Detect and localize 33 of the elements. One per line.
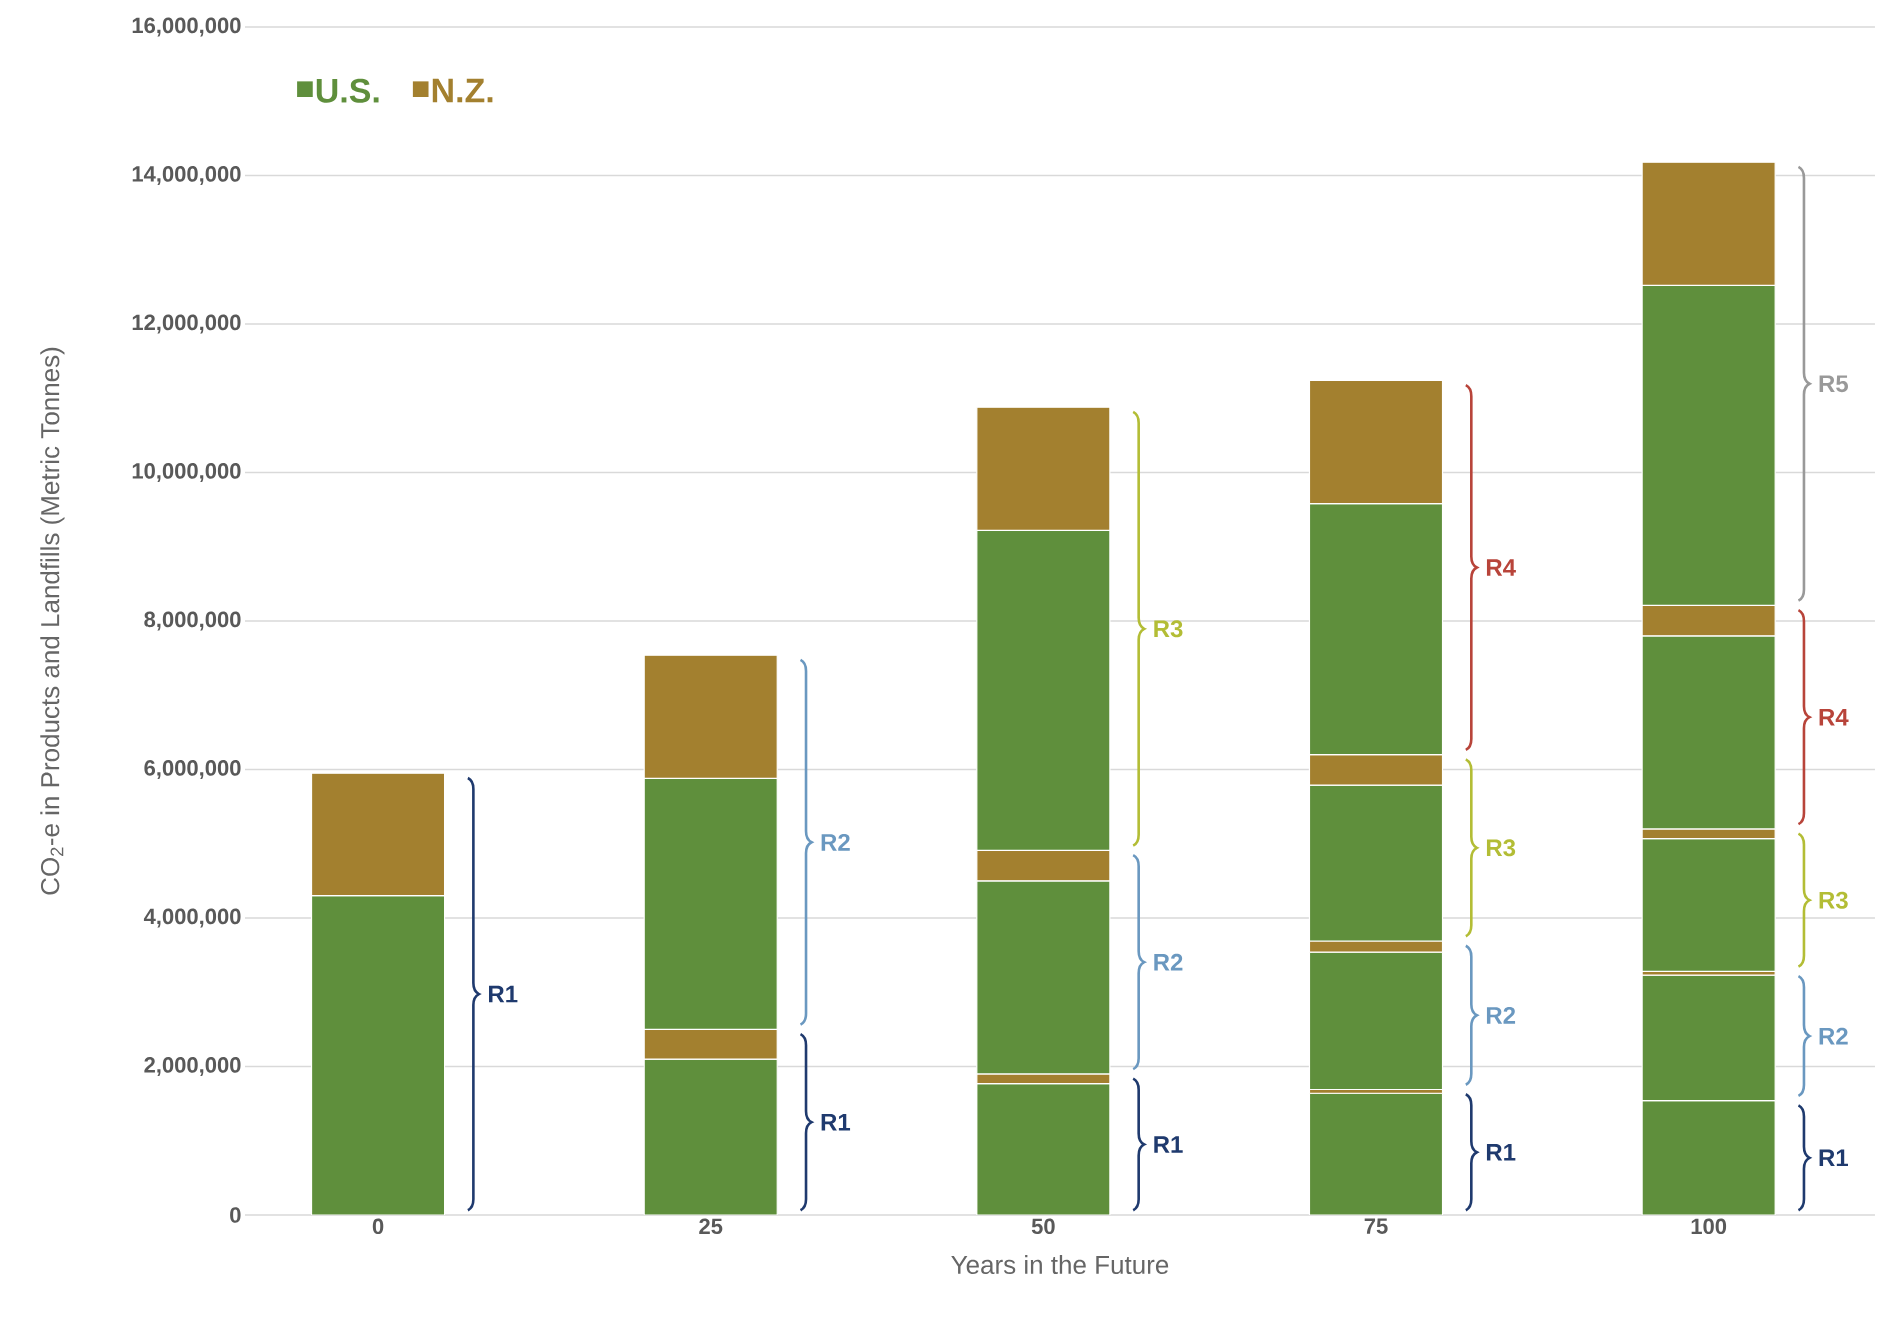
annotation: R1 [1819, 1149, 1848, 1167]
legend-label: N.Z. [432, 78, 493, 103]
x-axis-title: Years in the Future [951, 1254, 1169, 1275]
annotation: R2 [1486, 1006, 1516, 1024]
y-tick-label: 2,000,000 [144, 1057, 241, 1076]
y-axis-title: CO$_{2}$-e in Products and Landfills (Metric Tonnes) [40, 347, 65, 895]
x-tick-label: 100 [1691, 1218, 1727, 1235]
annotation: R1 [1486, 1144, 1516, 1161]
annotation: R1 [1154, 1136, 1183, 1153]
y-tick-label: 12,000,000 [132, 314, 241, 334]
annotation: R1 [489, 985, 518, 1003]
y-tick-label: 6,000,000 [144, 760, 241, 779]
y-tick-label: 14,000,000 [132, 166, 241, 185]
annotation: R3 [1819, 891, 1848, 909]
x-tick-label: 75 [1364, 1218, 1388, 1234]
annotation: R4 [1486, 559, 1516, 576]
annotation: R3 [1486, 839, 1516, 857]
annotation: R2 [1154, 953, 1183, 971]
y-tick-label: 0 [230, 1207, 241, 1223]
y-tick-label: 8,000,000 [144, 611, 241, 631]
x-tick-label: 25 [699, 1218, 723, 1235]
x-tick-label: 50 [1031, 1218, 1055, 1235]
annotation: R2 [821, 833, 850, 851]
annotation: R4 [1819, 708, 1849, 726]
x-tick-label: 0 [372, 1218, 384, 1235]
y-tick-label: 4,000,000 [143, 908, 241, 928]
y-tick-label: 16,000,000 [132, 17, 241, 37]
annotation: R5 [1819, 375, 1848, 393]
annotation: R2 [1819, 1027, 1848, 1045]
legend-label: U.S. [316, 78, 379, 103]
y-tick-label: 10,000,000 [132, 463, 241, 482]
annotation: R3 [1154, 620, 1183, 638]
annotation: R1 [821, 1113, 851, 1131]
